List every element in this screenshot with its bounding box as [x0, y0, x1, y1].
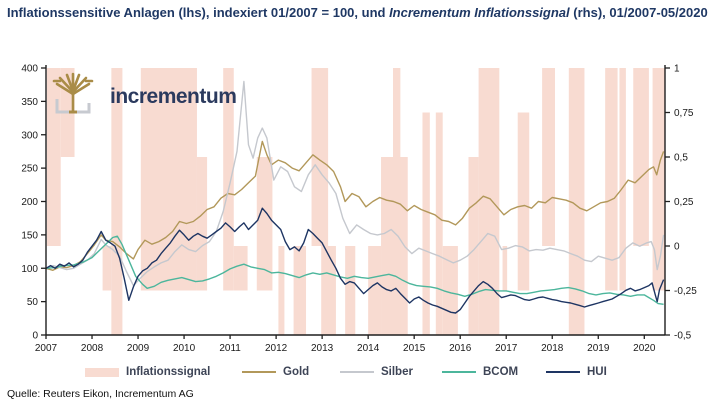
y-left-tick-label: 400 [21, 64, 38, 75]
x-tick-label: 2019 [587, 343, 610, 354]
chart-title: Inflationssensitive Anlagen (lhs), index… [7, 4, 709, 22]
source-note: Quelle: Reuters Eikon, Incrementum AG [7, 388, 194, 400]
x-tick-label: 2012 [265, 343, 288, 354]
x-tick-label: 2014 [357, 343, 380, 354]
x-tick-label: 2008 [81, 343, 104, 354]
y-right-tick-label: 0,5 [674, 153, 688, 164]
y-right-tick-label: 0 [674, 242, 680, 253]
y-right-tick-label: 0,75 [674, 108, 694, 119]
inflation-signal-bars [46, 68, 665, 335]
series-gold [45, 140, 665, 271]
x-tick-label: 2010 [173, 343, 196, 354]
axes: 0 50 100 150 200 250 300 350 400 1 0,75 0,5 0,25 0 -0,… [21, 64, 697, 355]
legend-item-silber: Silber [340, 363, 413, 381]
legend-label: Gold [283, 366, 310, 378]
legend-item-bcom: BCOM [442, 363, 518, 381]
x-tick-label: 2018 [541, 343, 564, 354]
legend-label: Silber [381, 366, 413, 378]
legend-swatch-bcom [442, 371, 476, 373]
legend-swatch-silber [340, 371, 374, 373]
series-silber [45, 80, 665, 287]
legend-label: BCOM [483, 366, 519, 378]
legend-item-hui: HUI [546, 363, 607, 381]
series-hui [45, 207, 665, 314]
x-tick-label: 2011 [219, 343, 241, 354]
x-tick-label: 2016 [449, 343, 472, 354]
y-left-tick-label: 350 [21, 97, 38, 108]
legend-label: Inflationssignal [126, 366, 211, 378]
y-left-tick-label: 50 [27, 297, 39, 308]
y-right-tick-label: 0,25 [674, 197, 694, 208]
y-right-tick-label: -0,5 [674, 331, 692, 342]
y-right-tick-label: -0,25 [674, 286, 697, 297]
y-left-tick-label: 200 [21, 197, 38, 208]
legend-item-inflationssignal: Inflationssignal [85, 363, 210, 381]
legend-item-gold: Gold [242, 363, 309, 381]
title-part-1: Inflationssensitive Anlagen (lhs), index… [7, 5, 390, 20]
y-left-tick-label: 300 [21, 130, 38, 141]
y-left-tick-label: 150 [21, 230, 38, 241]
legend-label: HUI [587, 366, 607, 378]
y-right-tick-label: 1 [674, 64, 680, 75]
x-tick-label: 2020 [633, 343, 656, 354]
x-tick-label: 2007 [35, 343, 58, 354]
legend-swatch-inflationssignal [85, 367, 119, 377]
legend-swatch-gold [242, 371, 276, 373]
series-bcom [45, 235, 664, 305]
legend-swatch-hui [546, 371, 580, 373]
x-tick-label: 2015 [403, 343, 426, 354]
legend: Inflationssignal Gold Silber BCOM HUI [0, 363, 710, 381]
title-part-italic: Incrementum Inflationssignal [389, 5, 570, 20]
x-tick-label: 2013 [311, 343, 334, 354]
y-left-tick-label: 250 [21, 164, 38, 175]
title-part-3: (rhs), 01/2007-05/2020 [569, 5, 708, 20]
x-tick-label: 2017 [495, 343, 518, 354]
y-left-tick-label: 0 [32, 331, 38, 342]
x-tick-label: 2009 [127, 343, 150, 354]
y-left-tick-label: 100 [21, 264, 38, 275]
